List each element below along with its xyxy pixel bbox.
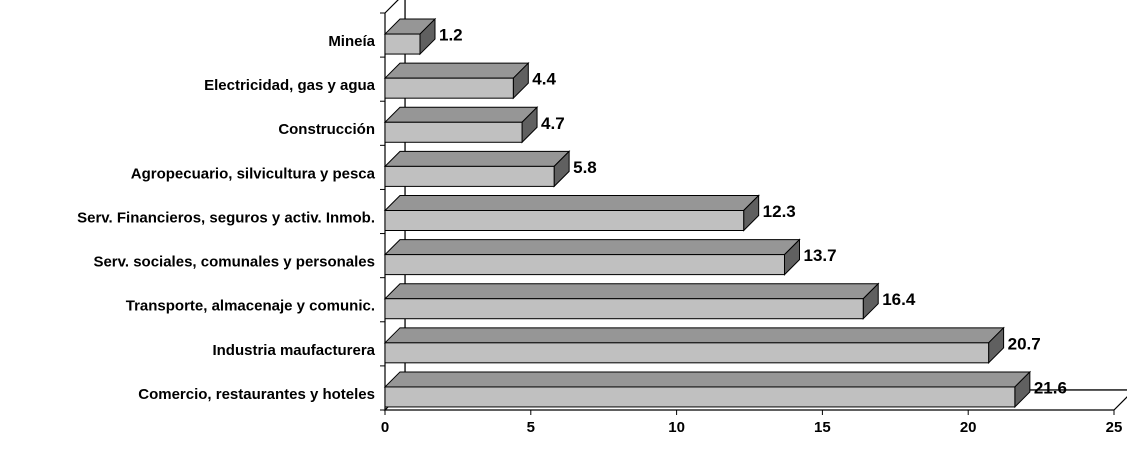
category-label: Industria maufacturera — [212, 342, 375, 359]
bar-front-face — [384, 298, 864, 320]
bar-top-face — [383, 106, 539, 123]
bar — [383, 370, 1032, 409]
x-tick-label: 20 — [960, 419, 977, 436]
bar-top-face — [383, 150, 571, 167]
bar-top-face — [383, 239, 801, 256]
bar-front-face — [384, 77, 514, 99]
data-label: 20.7 — [1008, 334, 1041, 353]
x-tick-label: 15 — [814, 419, 831, 436]
bar — [383, 17, 437, 56]
category-labels: Mineía Electricidad, gas y agua Construcci… — [77, 33, 376, 403]
data-label: 5.8 — [573, 158, 597, 177]
bar-front-face — [384, 342, 990, 364]
category-label: Agropecuario, silvicultura y pesca — [131, 165, 376, 182]
bar — [383, 194, 760, 232]
bar-front-face — [384, 386, 1016, 408]
bar — [383, 326, 1005, 365]
x-tick-label: 10 — [668, 419, 685, 436]
bar — [383, 282, 880, 320]
category-label: Electricidad, gas y agua — [204, 77, 376, 94]
x-tick-label: 25 — [1106, 419, 1123, 436]
bar — [383, 61, 530, 100]
category-label: Serv. sociales, comunales y personales — [93, 254, 375, 271]
data-label: 16.4 — [882, 290, 916, 309]
data-label: 1.2 — [439, 26, 463, 45]
x-tick-label: 5 — [527, 419, 535, 436]
data-label: 4.7 — [541, 114, 565, 133]
bar-top-face — [383, 195, 760, 211]
category-label: Construcción — [278, 121, 375, 138]
x-axis-ticks: 0 5 10 15 20 25 — [381, 410, 1123, 436]
category-label: Mineía — [328, 33, 375, 50]
data-label: 13.7 — [803, 246, 836, 265]
data-labels: 1.2 4.4 4.7 5.8 12.3 13.7 16.4 20.7 21.6 — [439, 26, 1067, 398]
bar-top-face — [383, 327, 1005, 344]
data-label: 4.4 — [532, 70, 556, 89]
data-label: 12.3 — [763, 202, 796, 221]
bar-top-face — [383, 283, 880, 300]
category-label: Comercio, restaurantes y hoteles — [138, 386, 375, 403]
bar — [383, 150, 571, 188]
bar-top-face — [383, 371, 1032, 388]
bar-front-face — [384, 121, 523, 143]
bar-top-face — [383, 62, 530, 79]
bar — [383, 106, 539, 144]
bar-front-face — [384, 210, 745, 231]
bar-front-face — [384, 33, 421, 55]
bars-group — [383, 17, 1032, 409]
x-tick-label: 0 — [381, 419, 389, 436]
bar-front-face — [384, 254, 785, 276]
bar — [383, 238, 801, 276]
category-label: Serv. Financieros, seguros y activ. Inmo… — [77, 209, 375, 226]
bar-front-face — [384, 165, 555, 187]
category-label: Transporte, almacenaje y comunic. — [126, 298, 375, 315]
data-label: 21.6 — [1034, 378, 1067, 397]
